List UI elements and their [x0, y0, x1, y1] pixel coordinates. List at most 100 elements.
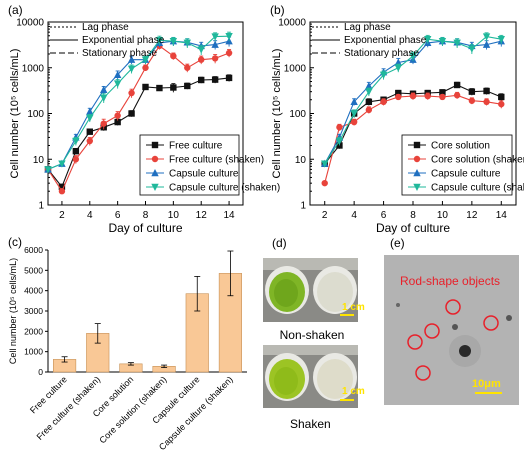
micrograph-scale-label: 10μm — [472, 378, 501, 390]
c-y-tick-label: 6000 — [24, 245, 43, 255]
b-data-point — [453, 92, 461, 99]
c-y-axis-label: Cell number (10⁵ cells/mL) — [8, 258, 18, 364]
b-phase-legend-label: Exponential phase — [344, 35, 427, 46]
b-data-point — [409, 92, 417, 100]
a-data-point — [114, 112, 121, 119]
a-data-point — [44, 166, 52, 174]
b-data-point — [482, 40, 491, 48]
a-data-point — [211, 55, 219, 62]
a-x-tick-label: 8 — [143, 210, 149, 221]
a-data-point — [156, 84, 163, 92]
non-shaken-caption: Non-shaken — [280, 328, 345, 342]
b-x-tick-label: 10 — [437, 210, 449, 221]
c-panel-label: (c) — [8, 235, 22, 249]
b-data-point — [498, 100, 505, 108]
b-data-point — [365, 88, 373, 96]
a-legend-label: Free culture — [169, 141, 223, 152]
a-x-tick-label: 12 — [196, 210, 208, 221]
shaken-caption: Shaken — [290, 417, 331, 431]
b-phase-legend-label: Lag phase — [344, 22, 391, 33]
a-data-point — [211, 40, 219, 48]
a-y-tick-label: 100 — [27, 109, 44, 120]
b-data-point — [439, 89, 446, 96]
b-data-point — [483, 87, 490, 95]
scale-bar-label-bottom: 1 cm — [342, 386, 365, 397]
panel-e-label: (e) — [390, 236, 405, 250]
a-legend-label: Capsule culture (shaken) — [169, 183, 280, 194]
b-data-point — [498, 93, 505, 101]
a-panel-label: (a) — [8, 3, 23, 17]
a-data-point — [211, 76, 219, 83]
rod-shape-title: Rod-shape objects — [400, 274, 500, 288]
b-legend-marker — [413, 169, 421, 177]
a-data-point — [170, 84, 177, 91]
panel-a-line-chart: (a) 1 10 100 1000 10000 2 4 6 8 10 12 14 Day of cultu… — [8, 3, 280, 235]
b-panel-label: (b) — [270, 3, 285, 17]
a-legend-marker — [151, 141, 159, 149]
b-data-point — [438, 38, 447, 46]
a-phase-legend-label: Lag phase — [82, 22, 129, 33]
panel-b-line-chart: (b) 1 10 100 1000 10000 2 4 6 8 10 12 14 Day of cultu… — [270, 3, 524, 235]
c-y-tick-label: 1000 — [24, 347, 43, 357]
panel-d-photos: (d) 1 cm Non-shaken 1 cm Shaken — [263, 236, 365, 431]
b-legend-marker — [413, 155, 421, 163]
a-data-point — [72, 137, 80, 146]
b-data-point — [336, 124, 343, 131]
b-data-point — [497, 36, 505, 44]
b-legend-label: Core solution — [431, 141, 490, 152]
a-data-point — [100, 85, 108, 93]
c-y-tick-label: 2000 — [24, 326, 43, 336]
a-x-tick-label: 2 — [59, 210, 65, 221]
b-x-tick-label: 4 — [351, 210, 357, 221]
a-data-point — [128, 110, 135, 117]
a-data-point — [155, 37, 164, 45]
a-phase-legend-label: Stationary phase — [82, 48, 157, 59]
a-data-point — [211, 33, 219, 41]
b-y-axis-label: Cell number (10⁵ cells/mL) — [271, 49, 283, 179]
b-data-point — [365, 81, 373, 90]
b-data-point — [380, 98, 387, 106]
rod-object-marker — [424, 323, 440, 339]
a-legend-label: Free culture (shaken) — [169, 155, 264, 166]
a-data-point — [72, 147, 80, 155]
a-data-point — [113, 70, 122, 79]
a-data-point — [198, 56, 205, 63]
b-legend-marker — [413, 141, 421, 149]
b-data-point — [409, 52, 417, 61]
a-legend-label: Capsule culture — [169, 169, 239, 180]
b-data-point — [482, 33, 491, 41]
a-legend-marker — [151, 183, 159, 191]
a-y-tick-label: 10000 — [16, 18, 44, 29]
a-data-point — [58, 188, 66, 195]
a-data-point — [225, 32, 233, 41]
scale-bar-label-top: 1 cm — [342, 302, 365, 313]
b-y-tick-label: 100 — [289, 109, 306, 120]
a-data-point — [72, 156, 80, 163]
a-data-point — [127, 65, 136, 73]
b-legend-label: Capsule culture (shaken) — [431, 183, 524, 194]
a-data-point — [128, 89, 135, 97]
b-data-point — [394, 64, 402, 72]
a-series-line — [47, 40, 230, 170]
a-data-point — [100, 120, 107, 127]
b-legend-label: Capsule culture — [431, 169, 501, 180]
b-data-point — [321, 179, 328, 187]
b-data-point — [395, 89, 402, 97]
b-data-point — [424, 92, 431, 100]
a-data-point — [100, 94, 108, 102]
b-data-point — [350, 118, 358, 126]
a-data-point — [183, 39, 191, 47]
c-y-tick-label: 4000 — [24, 286, 43, 296]
b-x-tick-label: 8 — [410, 210, 416, 221]
a-phase-legend-label: Exponential phase — [82, 35, 165, 46]
a-data-point — [86, 114, 94, 122]
shaken-photo: 1 cm — [263, 345, 365, 408]
b-data-point — [350, 97, 358, 106]
b-data-point — [365, 98, 373, 106]
b-data-point — [379, 71, 388, 79]
b-data-point — [468, 45, 476, 53]
b-legend-marker — [413, 183, 421, 191]
a-data-point — [58, 160, 66, 168]
a-x-tick-label: 10 — [168, 210, 180, 221]
b-data-point — [483, 98, 490, 106]
